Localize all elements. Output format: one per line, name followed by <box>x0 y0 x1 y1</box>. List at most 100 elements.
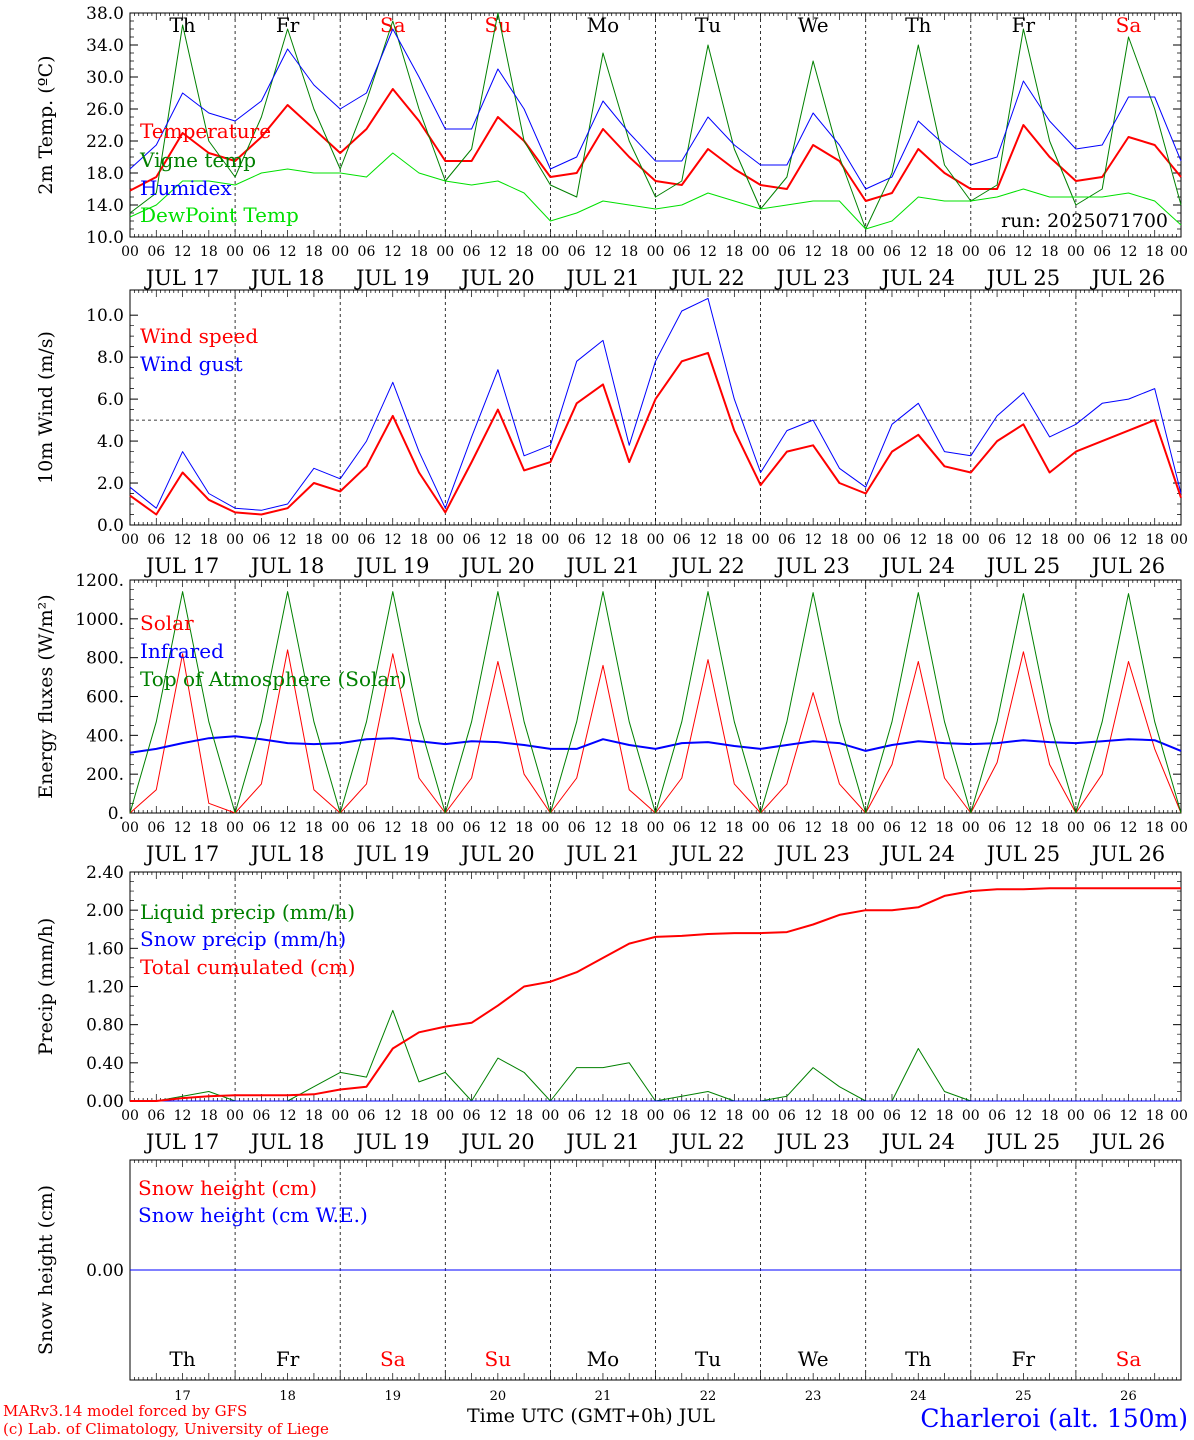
precip-y-minor-ticks <box>130 881 1181 1092</box>
y-tick-label: 0.00 <box>86 1092 124 1112</box>
date-label: JUL 21 <box>564 266 639 290</box>
date-label: JUL 26 <box>1090 554 1165 578</box>
weekday-label: Su <box>485 13 512 37</box>
date-label: JUL 17 <box>144 1130 219 1154</box>
hour-tick-label: 12 <box>1120 1108 1138 1124</box>
hour-tick-label: 06 <box>252 820 270 836</box>
hour-tick-label: 00 <box>752 532 770 548</box>
weekday-label: Fr <box>276 1347 300 1371</box>
hour-tick-label: 06 <box>778 1108 796 1124</box>
wind-y-minor-ticks <box>130 325 1181 515</box>
hour-tick-label: 00 <box>647 1108 665 1124</box>
hour-tick-label: 00 <box>331 820 349 836</box>
hour-tick-label: 06 <box>988 820 1006 836</box>
hour-tick-label: 06 <box>568 532 586 548</box>
date-label: JUL 22 <box>669 842 744 866</box>
weekday-label: Th <box>905 13 931 37</box>
hour-tick-label: 12 <box>699 244 717 260</box>
energy-panel: 0. 200. 400. 600. 800. 1000. 1200. Energy fluxe… <box>35 571 1188 866</box>
lab-credit-text: (c) Lab. of Climatology, University of L… <box>3 1420 329 1438</box>
y-tick-label: 6.0 <box>97 390 124 410</box>
y-tick-label: 1.20 <box>86 978 124 998</box>
hour-tick-label: 18 <box>936 1108 954 1124</box>
hour-tick-label: 06 <box>252 244 270 260</box>
hour-tick-label: 00 <box>331 244 349 260</box>
hour-tick-label: 12 <box>1014 244 1032 260</box>
hour-tick-label: 00 <box>1067 532 1085 548</box>
hour-tick-label: 00 <box>752 1108 770 1124</box>
hour-tick-label: 18 <box>410 1108 428 1124</box>
hour-tick-label: 00 <box>1170 820 1188 836</box>
hour-tick-label: 00 <box>857 244 875 260</box>
weekday-label: Th <box>169 1347 195 1371</box>
hour-tick-label: 00 <box>857 820 875 836</box>
hour-tick-label: 18 <box>1146 532 1164 548</box>
hour-tick-label: 00 <box>121 532 139 548</box>
hour-tick-label: 12 <box>384 1108 402 1124</box>
hour-tick-label: 00 <box>857 1108 875 1124</box>
hour-tick-label: 18 <box>1041 1108 1059 1124</box>
legend-label: Top of Atmosphere (Solar) <box>140 667 407 691</box>
hour-tick-label: 00 <box>1170 244 1188 260</box>
weekday-label: Su <box>485 1347 512 1371</box>
date-label: JUL 25 <box>985 1130 1060 1154</box>
date-label: JUL 17 <box>144 554 219 578</box>
precip-x-ticks <box>129 872 1182 1101</box>
hour-tick-label: 18 <box>725 244 743 260</box>
y-tick-label: 0.80 <box>86 1016 124 1036</box>
hour-tick-label: 06 <box>778 532 796 548</box>
date-label: JUL 19 <box>354 554 429 578</box>
hour-tick-label: 18 <box>515 1108 533 1124</box>
hour-tick-label: 12 <box>804 244 822 260</box>
weekday-label: Tu <box>695 13 721 37</box>
day-number-label: 19 <box>384 1389 401 1404</box>
date-label: JUL 22 <box>669 1130 744 1154</box>
hour-tick-label: 12 <box>804 820 822 836</box>
energy-x-ticks <box>129 580 1182 813</box>
hour-tick-label: 06 <box>883 532 901 548</box>
date-label: JUL 25 <box>985 554 1060 578</box>
hour-tick-label: 00 <box>331 1108 349 1124</box>
hour-tick-label: 00 <box>857 532 875 548</box>
hour-tick-label: 18 <box>725 1108 743 1124</box>
y-tick-label: 4.0 <box>97 432 124 452</box>
hour-tick-label: 18 <box>1146 820 1164 836</box>
day-number-label: 25 <box>1015 1389 1032 1404</box>
hour-tick-label: 12 <box>594 244 612 260</box>
y-tick-label: 38.0 <box>86 4 124 24</box>
hour-tick-label: 12 <box>489 532 507 548</box>
hour-tick-label: 00 <box>121 244 139 260</box>
day-number-label: 23 <box>805 1389 822 1404</box>
hour-tick-label: 06 <box>1093 820 1111 836</box>
y-tick-label: 30.0 <box>86 68 124 88</box>
legend-label: Wind speed <box>140 324 258 348</box>
precip-panel: 0.00 0.40 0.80 1.20 1.60 2.00 2.40 Precip (mm/h… <box>35 863 1188 1154</box>
hour-tick-label: 06 <box>463 820 481 836</box>
hour-tick-label: 18 <box>725 820 743 836</box>
hour-tick-label: 12 <box>279 532 297 548</box>
hour-tick-label: 12 <box>594 1108 612 1124</box>
hour-tick-label: 18 <box>515 820 533 836</box>
hour-tick-label: 00 <box>226 244 244 260</box>
legend-label: Liquid precip (mm/h) <box>140 900 355 924</box>
legend-label: DewPoint Temp <box>140 203 299 227</box>
hour-tick-label: 18 <box>1146 244 1164 260</box>
hour-tick-label: 00 <box>752 820 770 836</box>
hour-tick-label: 06 <box>358 532 376 548</box>
hour-tick-label: 18 <box>410 820 428 836</box>
y-tick-label: 0.40 <box>86 1054 124 1074</box>
hour-tick-label: 00 <box>752 244 770 260</box>
hour-tick-label: 06 <box>252 532 270 548</box>
hour-tick-label: 12 <box>174 244 192 260</box>
snow-x-ticks <box>129 1160 1182 1380</box>
y-tick-label: 10.0 <box>86 228 124 248</box>
hour-tick-label: 18 <box>200 244 218 260</box>
hour-tick-label: 06 <box>568 244 586 260</box>
hour-tick-label: 00 <box>1067 1108 1085 1124</box>
hour-tick-label: 18 <box>1041 820 1059 836</box>
y-tick-label: 0.00 <box>86 1261 124 1281</box>
temp-y-minor-ticks <box>130 20 1181 230</box>
hour-tick-label: 00 <box>226 820 244 836</box>
